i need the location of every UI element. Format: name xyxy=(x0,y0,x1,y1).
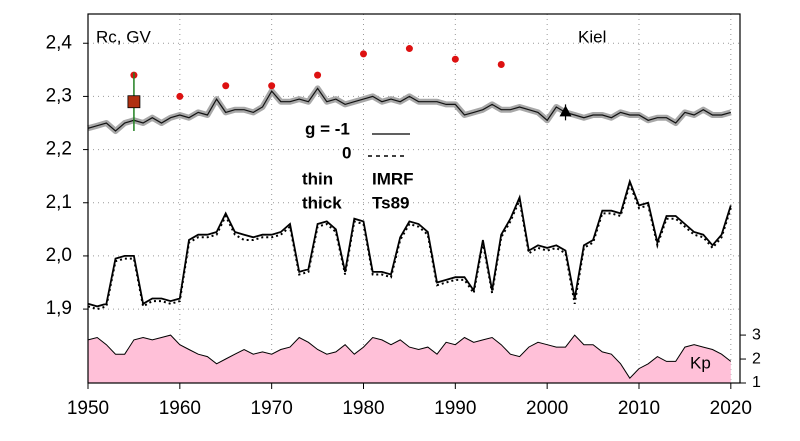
kp-line xyxy=(87,334,732,380)
series-line xyxy=(87,87,731,132)
red-dot xyxy=(359,50,367,58)
y-tick-label: 2,2 xyxy=(46,139,72,160)
dotted-line xyxy=(87,180,732,311)
legend-ts89: Ts89 xyxy=(372,193,410,212)
legend-thin: thin xyxy=(302,169,333,188)
x-tick-label: 2020 xyxy=(710,398,752,419)
red-dot xyxy=(268,82,276,90)
marks xyxy=(87,45,732,383)
kp-label: Kp xyxy=(690,353,711,372)
x-tick-label: 1960 xyxy=(159,398,201,419)
y-tick-label: 2,3 xyxy=(46,85,72,106)
x-tick-label: 1970 xyxy=(251,398,293,419)
legend-imrf: IMRF xyxy=(372,169,414,188)
station-label: Kiel xyxy=(578,27,606,46)
red-dot xyxy=(222,82,230,90)
kp-area xyxy=(88,335,731,383)
red-dot xyxy=(451,55,459,63)
chart-title: Rc, GV xyxy=(96,27,151,46)
red-dot xyxy=(405,45,413,53)
y2-tick-label: 2 xyxy=(752,350,761,367)
legend-thick: thick xyxy=(302,193,342,212)
x-tick-label: 2000 xyxy=(526,398,568,419)
x-tick-label: 1950 xyxy=(67,398,109,419)
red-dot xyxy=(314,71,322,79)
triangle-point xyxy=(559,105,572,117)
y-tick-label: 2,4 xyxy=(46,32,73,53)
x-tick-label: 2010 xyxy=(618,398,660,419)
legend-g0: 0 xyxy=(342,143,351,162)
plot-frame xyxy=(87,13,741,384)
y-tick-label: 2,0 xyxy=(46,245,72,266)
red-dot xyxy=(497,61,505,69)
y2-tick-label: 3 xyxy=(752,326,761,343)
y2-tick-label: 1 xyxy=(752,374,761,391)
legend-g1: g = -1 xyxy=(305,119,350,138)
red-dot xyxy=(176,92,184,100)
square-point xyxy=(127,95,141,109)
x-tick-label: 1980 xyxy=(342,398,384,419)
y-tick-label: 1,9 xyxy=(46,298,72,319)
y-tick-label: 2,1 xyxy=(46,192,72,213)
x-tick-label: 1990 xyxy=(434,398,476,419)
